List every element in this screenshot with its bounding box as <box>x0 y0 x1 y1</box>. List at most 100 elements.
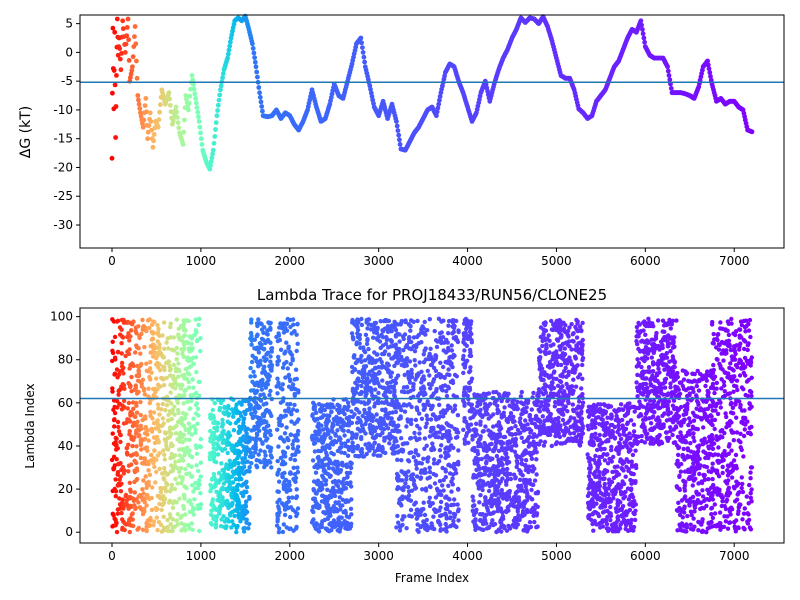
delta-g-xtick-label: 3000 <box>363 254 394 268</box>
lambda-point <box>318 487 323 493</box>
lambda-point <box>208 482 213 488</box>
lambda-point <box>373 401 378 406</box>
lambda-point <box>465 393 470 399</box>
lambda-point <box>349 512 354 517</box>
lambda-point <box>461 393 467 398</box>
delta-g-point <box>254 69 260 75</box>
lambda-point <box>411 319 416 324</box>
lambda-point <box>530 435 536 440</box>
lambda-point <box>443 446 448 451</box>
lambda-point <box>417 460 422 466</box>
lambda-point <box>292 452 298 457</box>
lambda-point <box>114 442 119 448</box>
lambda-point <box>312 523 317 528</box>
lambda-point <box>244 436 249 442</box>
delta-g-point <box>126 37 131 43</box>
lambda-point <box>427 503 433 509</box>
lambda-point <box>116 372 122 377</box>
lambda-point <box>444 393 450 399</box>
delta-g-point <box>707 70 713 75</box>
lambda-point <box>150 331 156 336</box>
lambda-point <box>164 340 169 345</box>
lambda-point <box>386 352 392 357</box>
lambda-point <box>335 509 340 514</box>
lambda-point <box>169 431 174 437</box>
delta-g-point <box>668 86 674 91</box>
lambda-point <box>533 446 538 451</box>
lambda-point <box>451 329 456 335</box>
lambda-point <box>481 446 486 451</box>
lambda-point <box>167 368 173 373</box>
lambda-point <box>115 350 121 355</box>
lambda-point <box>167 409 173 414</box>
lambda-point <box>164 360 169 366</box>
delta-g-point <box>208 163 213 168</box>
lambda-point <box>318 464 324 469</box>
lambda-point <box>291 446 296 451</box>
lambda-point <box>119 360 125 366</box>
lambda-point <box>438 505 443 510</box>
lambda-point <box>175 419 181 425</box>
lambda-point <box>465 336 471 342</box>
lambda-point <box>385 426 391 431</box>
lambda-point <box>355 443 360 449</box>
lambda-point <box>144 503 149 508</box>
lambda-point <box>144 368 150 373</box>
delta-g-point <box>140 121 145 126</box>
delta-g-point <box>114 16 120 22</box>
lambda-point <box>519 457 524 462</box>
lambda-point <box>161 502 166 507</box>
lambda-point <box>453 337 458 342</box>
lambda-point <box>151 519 157 524</box>
lambda-point <box>150 485 155 490</box>
lambda-point <box>444 429 449 434</box>
lambda-point <box>423 470 428 475</box>
lambda-point <box>466 401 471 406</box>
lambda-point <box>483 409 489 414</box>
lambda-point <box>134 444 139 449</box>
lambda-point <box>142 456 148 461</box>
lambda-point <box>168 321 173 326</box>
lambda-point <box>441 426 446 431</box>
lambda-point <box>322 432 327 437</box>
delta-g-point <box>708 74 713 79</box>
lambda-point <box>399 448 404 453</box>
delta-g-ytick-label: -30 <box>53 218 73 232</box>
delta-g-point <box>186 100 192 106</box>
lambda-point <box>155 422 161 427</box>
lambda-point <box>277 325 282 330</box>
lambda-point <box>445 384 451 389</box>
lambda-point <box>390 410 395 415</box>
lambda-point <box>380 421 385 427</box>
lambda-point <box>468 353 474 359</box>
lambda-point <box>324 510 329 515</box>
lambda-point <box>534 457 539 462</box>
lambda-point <box>194 330 199 335</box>
lambda-point <box>448 354 453 360</box>
delta-g-point <box>137 106 143 111</box>
lambda-point <box>462 403 467 408</box>
lambda-point <box>219 473 224 479</box>
delta-g-point <box>191 82 196 87</box>
lambda-point <box>491 424 496 429</box>
lambda-point <box>194 401 199 406</box>
delta-g-point <box>109 155 115 161</box>
delta-g-point <box>158 102 163 108</box>
lambda-point <box>437 448 443 453</box>
delta-g-point <box>112 82 118 88</box>
lambda-point <box>268 325 273 331</box>
lambda-point <box>447 372 452 378</box>
lambda-point <box>331 524 337 530</box>
lambda-point <box>311 504 316 509</box>
lambda-point <box>407 450 412 456</box>
lambda-point <box>380 343 386 348</box>
lambda-point <box>461 370 466 376</box>
delta-g-point <box>120 26 126 32</box>
lambda-point <box>337 495 342 500</box>
lambda-point <box>358 357 363 362</box>
lambda-point <box>378 319 383 324</box>
lambda-point <box>284 425 289 430</box>
delta-g-point <box>218 87 223 93</box>
lambda-point <box>467 329 473 334</box>
lambda-point <box>333 480 339 485</box>
